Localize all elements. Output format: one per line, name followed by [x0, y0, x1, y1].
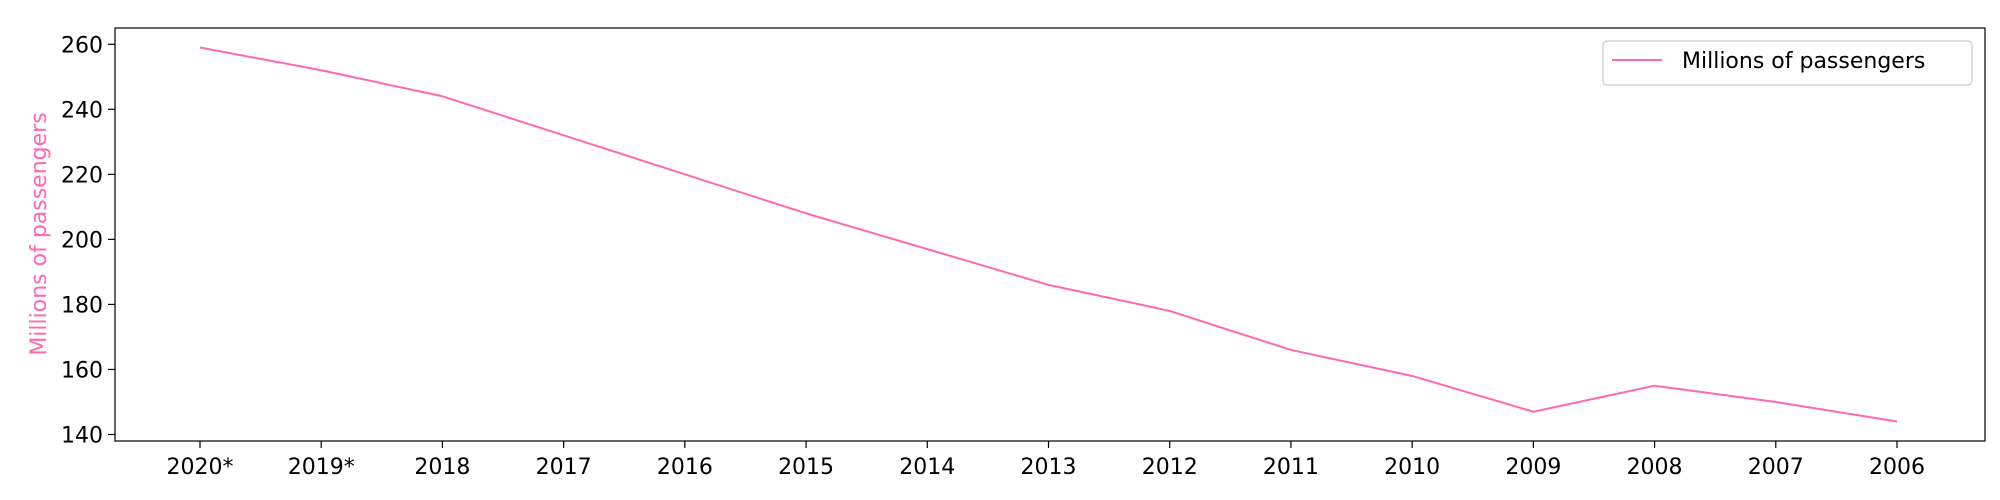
x-tick-label: 2007	[1748, 455, 1804, 480]
x-tick-label: 2019*	[288, 455, 355, 480]
y-tick-label: 180	[61, 293, 103, 318]
series-line	[199, 46, 1898, 423]
y-tick-label: 260	[61, 33, 103, 58]
x-tick-label: 2006	[1869, 455, 1925, 480]
y-axis-label: Millions of passengers	[27, 112, 52, 355]
legend-box	[1602, 40, 1973, 86]
x-tick-label: 2018	[414, 455, 470, 480]
x-tick-label: 2013	[1021, 455, 1077, 480]
x-tick-label: 2014	[899, 455, 955, 480]
x-tick-label: 2016	[657, 455, 713, 480]
y-tick-label: 200	[61, 228, 103, 253]
legend: Millions of passengers	[1602, 40, 1973, 86]
x-tick-label: 2008	[1627, 455, 1683, 480]
x-tick-label: 2009	[1505, 455, 1561, 480]
x-tick-label: 2010	[1384, 455, 1440, 480]
plot-area	[114, 27, 1986, 442]
y-tick-label: 220	[61, 163, 103, 188]
y-tick-label: 240	[61, 98, 103, 123]
x-tick-label: 2012	[1142, 455, 1198, 480]
y-tick-label: 160	[61, 358, 103, 383]
legend-label: Millions of passengers	[1682, 49, 1925, 74]
x-tick-label: 2017	[536, 455, 592, 480]
x-tick-label: 2011	[1263, 455, 1319, 480]
y-axis-ticks: 140 160 180 200 220 240 260	[61, 33, 115, 448]
x-axis-ticks: 2020* 2019* 2018 2017 2016 2015 2014 2013 2012 20…	[167, 441, 1925, 480]
x-tick-label: 2015	[778, 455, 834, 480]
x-tick-label: 2020*	[167, 455, 234, 480]
y-tick-label: 140	[61, 423, 103, 448]
